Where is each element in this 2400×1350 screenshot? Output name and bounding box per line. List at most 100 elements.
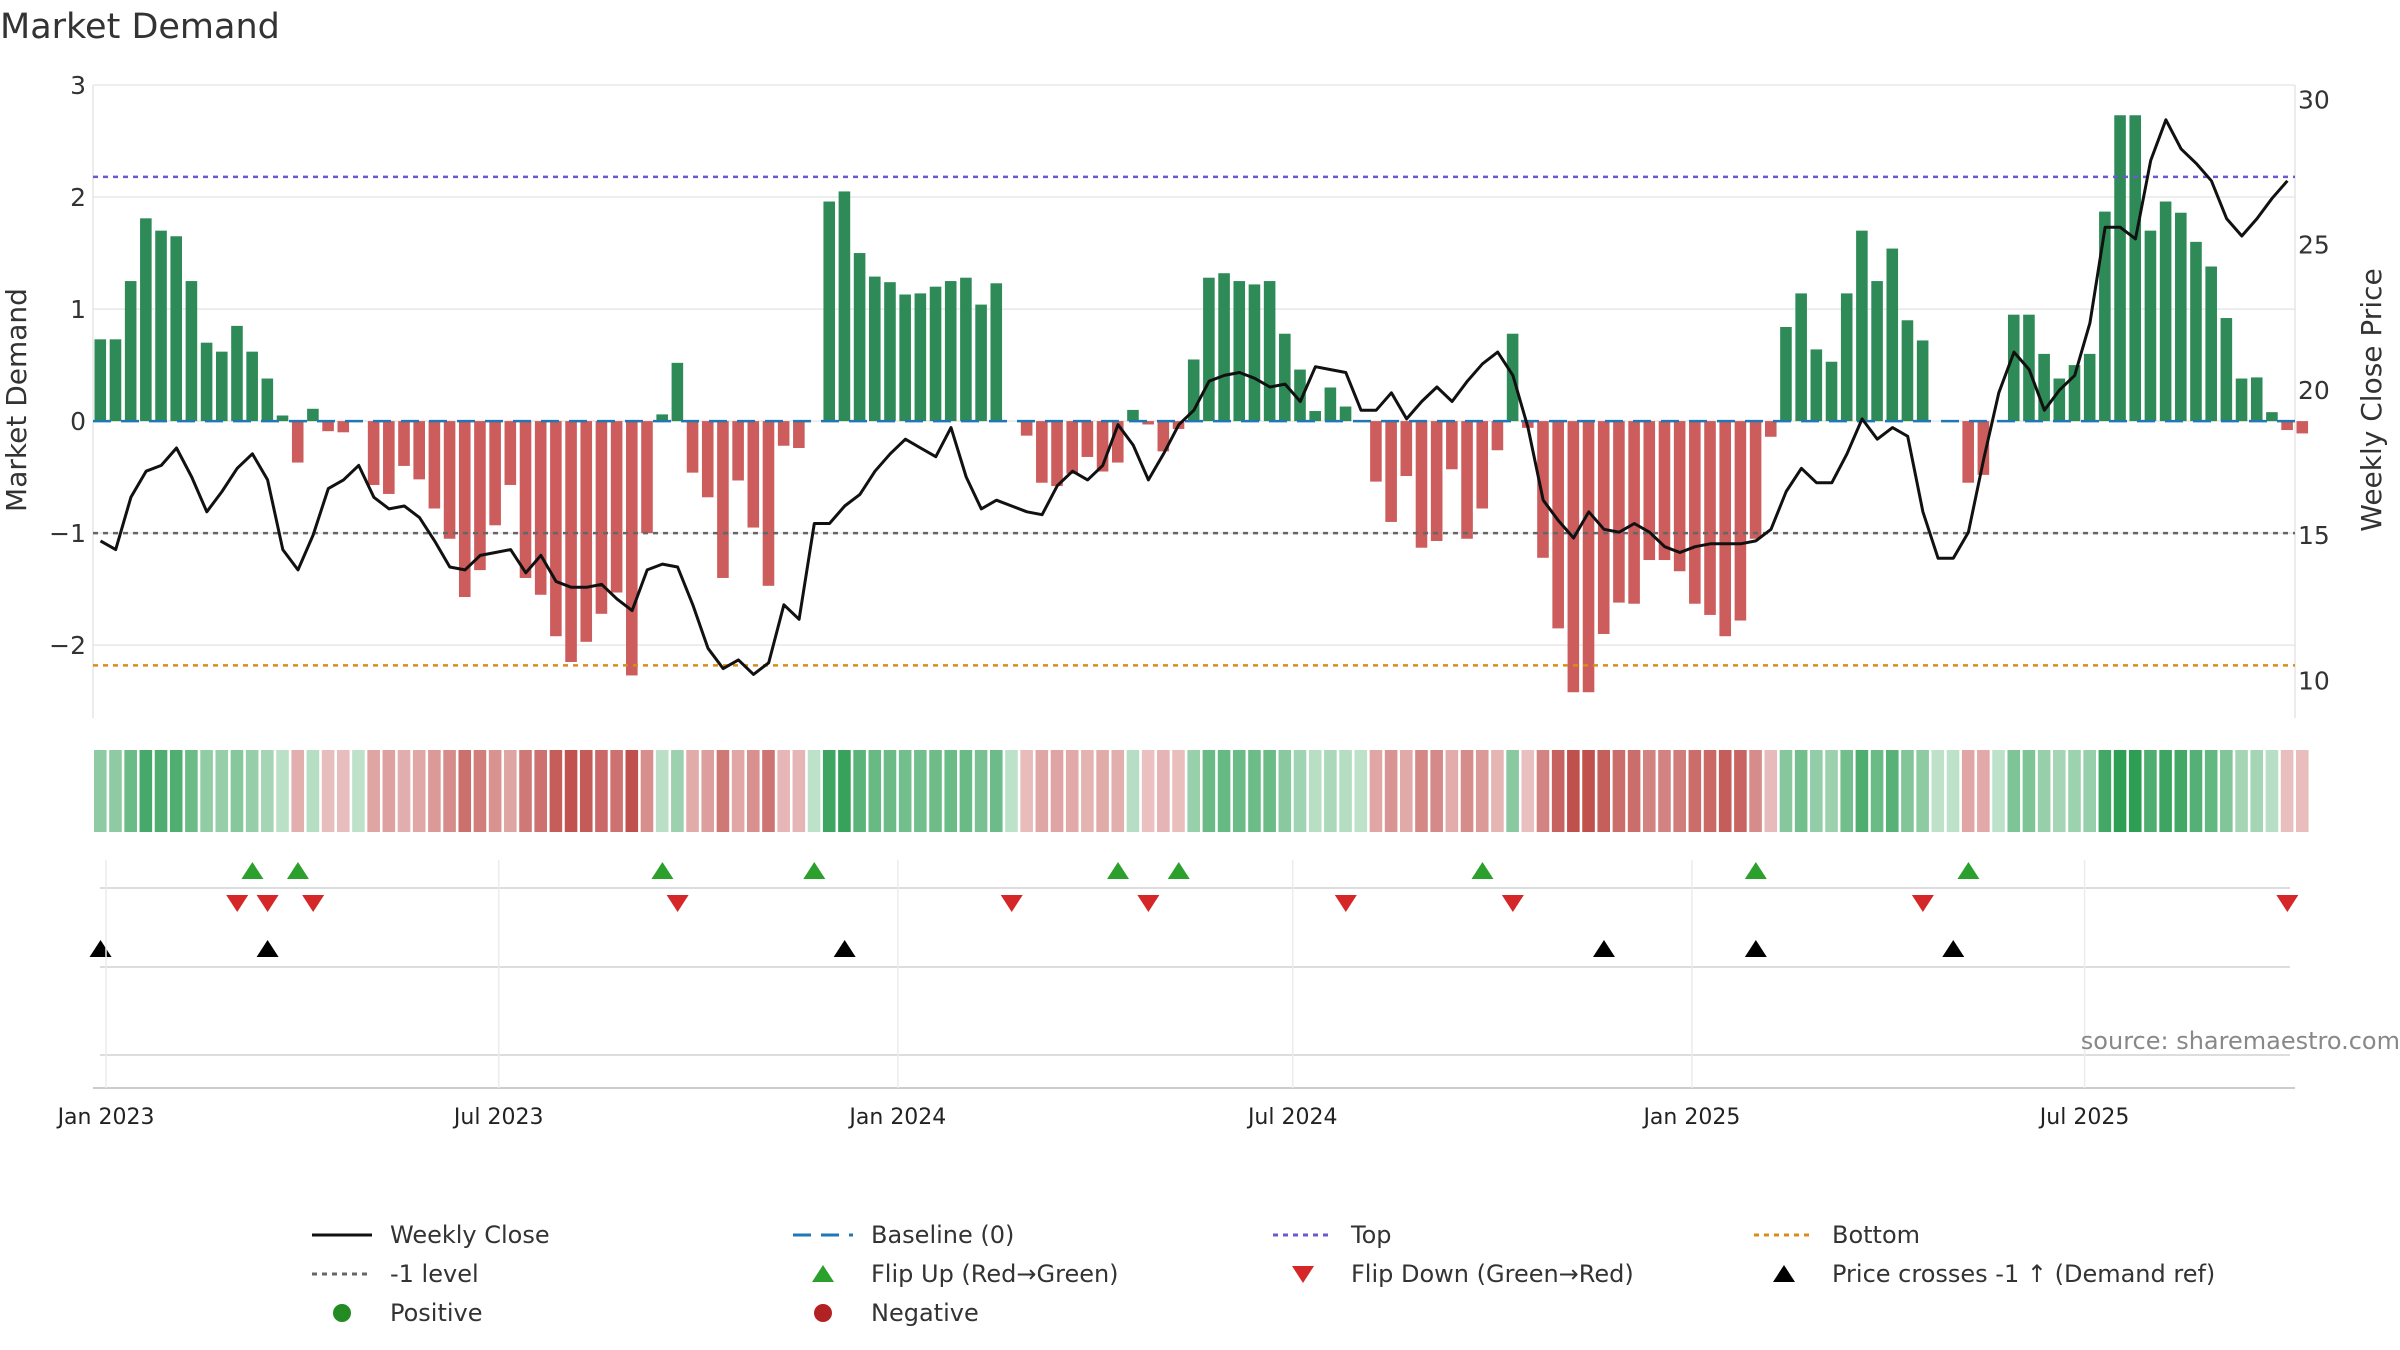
demand-bar-negative [534,421,547,595]
strip-cell-negative [1157,750,1170,832]
legend-label: -1 level [390,1259,479,1288]
price-cross-marker [1592,940,1615,957]
strip-cell-positive [352,750,365,832]
legend-label: Flip Up (Red→Green) [871,1259,1119,1288]
demand-bar-negative [610,421,623,593]
strip-cell-negative [1065,750,1079,832]
legend-weekly-close: Weekly Close [312,1215,550,1254]
demand-bar-positive [2053,378,2066,422]
demand-bar-positive [2205,266,2217,422]
strip-cell-negative [504,750,517,832]
strip-cell-negative [1718,750,1732,832]
strip-cell-negative [792,750,806,832]
strip-cell-negative [1673,750,1686,832]
strip-cell-positive [215,750,229,832]
demand-bar-positive [2175,212,2187,422]
strip-cell-negative [549,750,563,832]
demand-bar-negative [1051,421,1063,487]
strip-cell-negative [1764,750,1778,832]
demand-bar-negative [413,421,425,480]
strip-cell-negative [1612,750,1626,832]
demand-bar-positive [276,415,289,422]
strip-cell-positive [1354,750,1368,832]
x-tick-label: Jul 2023 [452,1105,544,1130]
demand-bar-positive [170,236,183,422]
strip-cell-negative [610,750,623,832]
demand-bar-positive [2250,377,2263,422]
strip-cell-positive [154,750,168,832]
right-tick-label: 30 [2298,86,2330,115]
strip-cell-negative [1430,750,1443,832]
strip-cell-negative [686,750,699,832]
demand-color-strip [94,750,2309,832]
demand-bar-negative [1643,421,1656,561]
strip-cell-positive [1901,750,1914,832]
flip-down-marker [1137,895,1160,912]
demand-bar-negative [2281,421,2293,431]
positive-dot-icon [333,1303,351,1322]
demand-bar-positive [2235,378,2248,422]
strip-cell-positive [2250,750,2264,832]
strip-cell-negative [762,750,775,832]
demand-bar-negative [1628,421,1640,604]
strip-cell-negative [1081,750,1094,832]
strip-cell-negative [519,750,532,832]
left-tick-label: −2 [49,631,86,660]
demand-bar-positive [1901,320,1914,422]
demand-bar-positive [1324,387,1337,422]
demand-bar-positive [1218,273,1230,422]
top-swatch [1273,1233,1333,1236]
strip-cell-negative [747,750,760,832]
demand-bar-positive [124,281,137,422]
strip-cell-positive [883,750,897,832]
legend-top: Top [1273,1215,1392,1254]
right-tick-label: 20 [2298,376,2330,405]
demand-bar-negative [1430,421,1443,541]
demand-bar-positive [899,294,911,422]
demand-bar-negative [2296,421,2309,434]
demand-bar-positive [200,342,213,422]
demand-bar-positive [914,293,927,422]
demand-bar-positive [823,201,836,422]
demand-bar-negative [519,421,532,578]
demand-bar-positive [185,281,198,422]
demand-bar-positive [1127,409,1139,422]
baseline-swatch [793,1233,853,1236]
flip-down-marker [2276,895,2299,912]
price-cross-icon [1773,1264,1795,1282]
strip-cell-positive [276,750,289,832]
strip-cell-positive [306,750,320,832]
strip-cell-positive [2113,750,2127,832]
strip-cell-negative [1521,750,1535,832]
demand-bar-positive [853,253,866,422]
demand-bar-positive [2144,230,2157,422]
strip-cell-negative [1096,750,1109,832]
demand-bar-negative [1476,421,1489,509]
demand-bar-negative [443,421,456,539]
demand-bar-positive [94,339,107,422]
flip-up-marker [651,862,674,879]
strip-cell-positive [655,750,669,832]
demand-bar-negative [428,421,441,509]
price-cross-marker [833,940,856,957]
legend-label: Positive [390,1298,483,1327]
strip-cell-positive [1187,750,1200,832]
strip-cell-negative [382,750,396,832]
strip-cell-negative [1035,750,1049,832]
strip-cell-positive [989,750,1003,832]
strip-cell-negative [1658,750,1671,832]
legend-baseline: Baseline (0) [793,1215,1014,1254]
chart-legend: Weekly Close Baseline (0) Top Bottom -1 … [300,1215,2250,1332]
strip-cell-negative [1445,750,1459,832]
strip-cell-positive [1293,750,1307,832]
demand-bar-negative [474,421,486,571]
flip-up-marker [1744,862,1767,879]
strip-cell-negative [1415,750,1428,832]
demand-bar-negative [1552,421,1564,629]
x-tick-label: Jan 2023 [56,1105,155,1130]
negative-dot-icon [814,1303,832,1322]
strip-cell-negative [1688,750,1702,832]
strip-cell-negative [291,750,305,832]
demand-bar-negative [1689,421,1701,604]
strip-cell-positive [1840,750,1853,832]
